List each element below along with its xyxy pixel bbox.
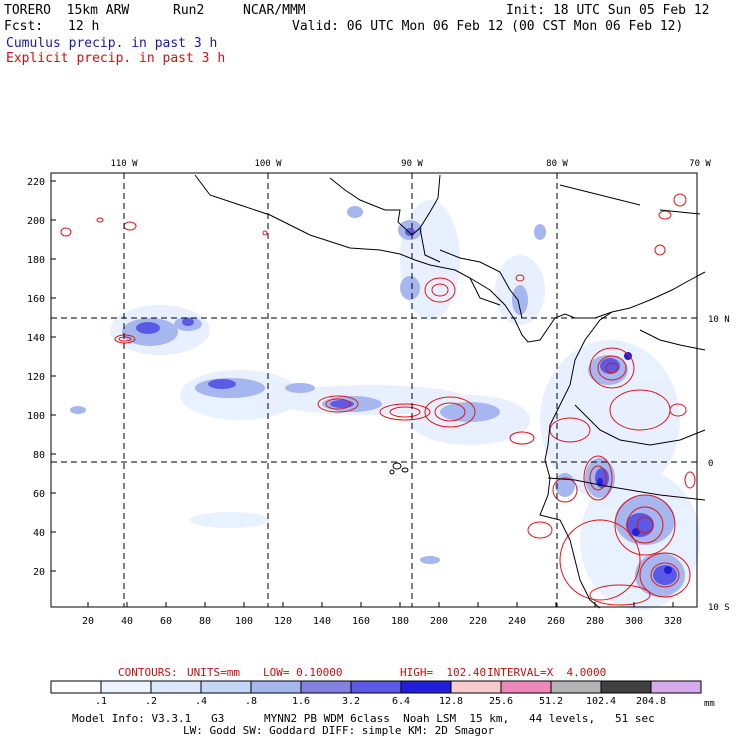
cumulus-legend: Cumulus precip. in past 3 h: [6, 36, 218, 51]
y-tick-label: 220: [27, 177, 45, 188]
colorbar-swatch: [350, 680, 402, 694]
colorbar-swatch: [400, 680, 452, 694]
x-tick-label: 200: [430, 616, 448, 627]
lon-label: 90 W: [401, 159, 423, 169]
colorbar-swatch: [300, 680, 352, 694]
graticule: [51, 173, 697, 607]
colorbar: .1 .2 .4 .8 1.6 3.2 6.4 12.8 25.6 51.2 1…: [50, 680, 715, 709]
colorbar-swatch: [650, 680, 702, 694]
x-tick-label: 160: [352, 616, 370, 627]
colorbar-tick: .2: [145, 696, 157, 707]
x-tick-label: 140: [313, 616, 331, 627]
colorbar-tick: 3.2: [342, 696, 360, 707]
run-label: Run2: [173, 3, 205, 18]
forecast-label: Fcst:: [4, 19, 44, 34]
x-tick-label: 300: [625, 616, 643, 627]
physics-info: LW: Godd SW: Goddard DIFF: simple KM: 2D…: [183, 724, 495, 737]
y-tick-label: 20: [33, 567, 45, 578]
y-tick-label: 60: [33, 489, 45, 500]
x-tick-label: 60: [160, 616, 172, 627]
colorbar-swatch: [50, 680, 102, 694]
x-tick-label: 100: [235, 616, 253, 627]
x-tick-label: 240: [508, 616, 526, 627]
map-frame: [50, 172, 698, 608]
colorbar-tick: .1: [95, 696, 107, 707]
forecast-hours: 12 h: [68, 19, 100, 34]
valid-time: Valid: 06 UTC Mon 06 Feb 12 (00 CST Mon …: [292, 19, 684, 34]
lon-label: 80 W: [546, 159, 568, 169]
contours-high: HIGH= 102.40: [400, 666, 487, 679]
x-tick-label: 280: [586, 616, 604, 627]
x-tick-label: 260: [547, 616, 565, 627]
x-tick-label: 20: [82, 616, 94, 627]
colorbar-swatch: [100, 680, 152, 694]
coastlines: [194, 174, 706, 609]
colorbar-swatch: [150, 680, 202, 694]
contours-low: LOW= 0.10000: [263, 666, 343, 679]
model-title: TORERO 15km ARW: [4, 3, 130, 18]
colorbar-unit: mm: [704, 699, 715, 709]
y-tick-label: 80: [33, 450, 45, 461]
colorbar-swatch: [200, 680, 252, 694]
colorbar-swatch: [500, 680, 552, 694]
colorbar-tick: .8: [245, 696, 257, 707]
y-tick-label: 160: [27, 294, 45, 305]
colorbar-swatch: [550, 680, 602, 694]
model-info: Model Info: V3.3.1 G3 MYNN2 PB WDM 6clas…: [72, 712, 655, 725]
x-tick-label: 320: [664, 616, 682, 627]
x-tick-label: 220: [469, 616, 487, 627]
contours-units: UNITS=mm: [187, 666, 240, 679]
lon-label: 100 W: [254, 159, 282, 169]
colorbar-tick: 51.2: [539, 696, 563, 707]
y-tick-label: 40: [33, 528, 45, 539]
contours-interval: INTERVAL=X 4.0000: [487, 666, 607, 679]
colorbar-tick: 1.6: [292, 696, 310, 707]
lon-label: 110 W: [110, 159, 138, 169]
y-tick-label: 140: [27, 333, 45, 344]
x-tick-label: 180: [391, 616, 409, 627]
colorbar-swatch: [600, 680, 652, 694]
lat-label: 0: [708, 459, 713, 469]
x-tick-label: 120: [274, 616, 292, 627]
x-tick-label: 80: [199, 616, 211, 627]
colorbar-swatch: [450, 680, 502, 694]
y-tick-label: 200: [27, 216, 45, 227]
lon-label: 70 W: [689, 159, 711, 169]
init-time: Init: 18 UTC Sun 05 Feb 12: [506, 3, 710, 18]
x-tick-label: 40: [121, 616, 133, 627]
colorbar-tick: 102.4: [586, 696, 616, 707]
lat-label: 10 N: [708, 315, 730, 325]
org-label: NCAR/MMM: [243, 3, 306, 18]
contours-label: CONTOURS:: [118, 666, 178, 679]
colorbar-swatch: [250, 680, 302, 694]
y-tick-label: 100: [27, 411, 45, 422]
cumulus-precip-layer: [70, 200, 700, 610]
colorbar-tick: 12.8: [439, 696, 463, 707]
y-tick-label: 120: [27, 372, 45, 383]
colorbar-tick: .4: [195, 696, 207, 707]
colorbar-tick: 204.8: [636, 696, 666, 707]
y-tick-label: 180: [27, 255, 45, 266]
colorbar-tick: 25.6: [489, 696, 513, 707]
explicit-legend: Explicit precip. in past 3 h: [6, 51, 226, 66]
lat-label: 10 S: [708, 603, 730, 613]
colorbar-tick: 6.4: [392, 696, 410, 707]
